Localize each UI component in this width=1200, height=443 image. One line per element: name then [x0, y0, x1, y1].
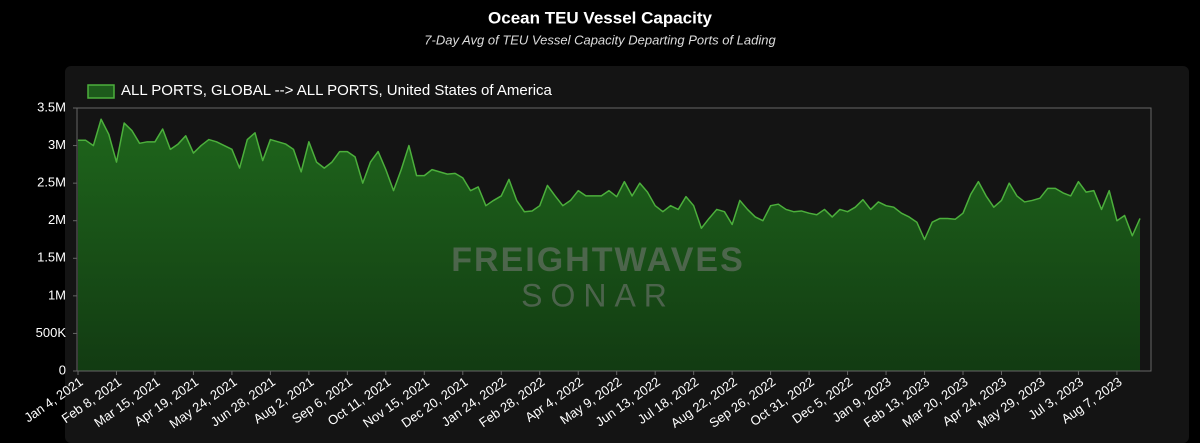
chart-title: Ocean TEU Vessel Capacity	[488, 8, 712, 27]
y-tick-label: 1.5M	[37, 250, 66, 265]
plot	[78, 118, 1141, 372]
area	[78, 119, 1140, 372]
line	[78, 118, 1141, 241]
legend-swatch	[87, 84, 115, 99]
y-tick-label: 0	[59, 362, 66, 377]
y-tick-label: 1M	[48, 287, 66, 302]
y-tick-label: 3M	[48, 137, 66, 152]
chart-subtitle: 7-Day Avg of TEU Vessel Capacity Departi…	[424, 32, 776, 47]
plot-frame	[76, 107, 1152, 372]
watermark: FREIGHTWAVES	[451, 241, 745, 279]
y-tick-label: 2M	[48, 212, 66, 227]
legend-label[interactable]: ALL PORTS, GLOBAL --> ALL PORTS, United …	[121, 82, 553, 99]
watermark: SONAR	[521, 277, 675, 313]
y-tick-label: 500K	[36, 325, 67, 340]
y-tick-label: 2.5M	[37, 175, 66, 190]
y-tick-label: 3.5M	[37, 99, 66, 114]
